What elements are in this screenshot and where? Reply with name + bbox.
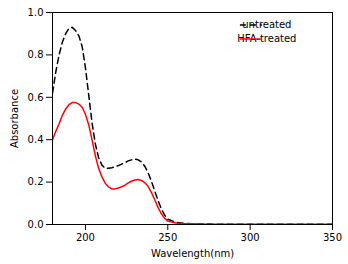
svg-text:0.0: 0.0 bbox=[28, 219, 44, 230]
svg-text:300: 300 bbox=[241, 232, 260, 243]
svg-text:Absorbance: Absorbance bbox=[9, 89, 20, 148]
svg-text:250: 250 bbox=[158, 232, 177, 243]
svg-text:0.8: 0.8 bbox=[28, 49, 44, 60]
svg-text:0.6: 0.6 bbox=[28, 92, 44, 103]
svg-text:1.0: 1.0 bbox=[28, 7, 44, 18]
svg-text:0.2: 0.2 bbox=[28, 176, 44, 187]
svg-text:0.4: 0.4 bbox=[28, 134, 44, 145]
svg-text:200: 200 bbox=[76, 232, 95, 243]
svg-text:350: 350 bbox=[323, 232, 342, 243]
svg-text:HFA-treated: HFA-treated bbox=[237, 33, 296, 44]
svg-text:Wavelength(nm): Wavelength(nm) bbox=[151, 248, 234, 259]
svg-text:untreated: untreated bbox=[242, 19, 291, 30]
